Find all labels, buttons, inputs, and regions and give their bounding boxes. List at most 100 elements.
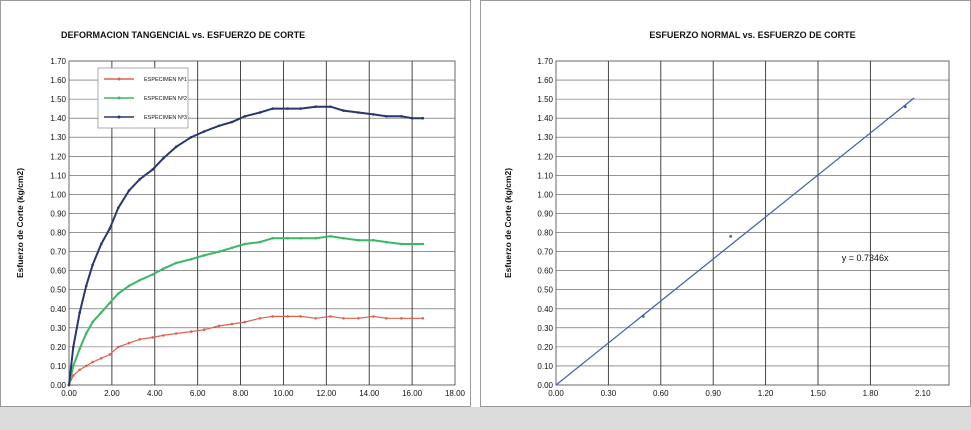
x-tick-label: 1.50 (810, 389, 826, 398)
x-tick-label: 1.80 (863, 389, 879, 398)
y-tick-label: 1.50 (50, 95, 66, 104)
data-point (151, 168, 154, 171)
data-point (421, 317, 425, 320)
data-point (243, 115, 247, 118)
y-tick-label: 1.40 (50, 114, 66, 123)
data-point (217, 124, 221, 128)
data-point (84, 332, 88, 335)
data-point (329, 315, 332, 318)
data-point (174, 145, 178, 149)
trendline-equation: y = 0.7346x (842, 253, 889, 263)
data-point (117, 292, 120, 295)
data-point (410, 242, 414, 246)
data-point (903, 105, 907, 109)
data-point (641, 314, 645, 318)
y-tick-label: 1.30 (537, 133, 553, 142)
data-point (99, 242, 103, 246)
y-tick-label: 0.20 (537, 343, 553, 352)
data-point (372, 315, 375, 318)
data-point (372, 113, 375, 116)
data-point (314, 105, 317, 108)
data-point (189, 257, 193, 261)
data-point (385, 240, 388, 244)
data-point (138, 278, 142, 282)
normal-stress-chart: ESFUERZO NORMAL vs. ESFUERZO DE CORTE 0.0… (503, 30, 950, 417)
data-point (138, 177, 142, 181)
data-point (271, 315, 275, 318)
x-tick-label: 10.00 (273, 389, 294, 398)
data-point (84, 364, 88, 368)
x-tick-label: 4.00 (147, 389, 163, 398)
data-point (243, 242, 247, 246)
y-tick-label: 0.00 (50, 381, 66, 390)
data-point (202, 130, 206, 133)
x-tick-label: 6.00 (190, 389, 206, 398)
data-point (286, 107, 290, 110)
data-point (189, 135, 193, 139)
data-point (271, 107, 275, 110)
x-tick-label: 16.00 (402, 389, 423, 398)
data-point (410, 317, 414, 320)
data-point (230, 120, 234, 124)
data-point (202, 328, 206, 332)
x-tick-label: 0.30 (601, 389, 617, 398)
y-tick-label: 1.60 (537, 76, 553, 85)
data-point (78, 368, 81, 372)
data-point (400, 115, 403, 118)
data-point (72, 345, 75, 349)
legend-marker (117, 96, 121, 100)
y-tick-label: 0.30 (50, 324, 66, 333)
data-point (127, 189, 131, 192)
data-point (342, 109, 345, 112)
data-point (329, 105, 332, 108)
data-point (117, 345, 120, 349)
y-tick-label: 1.00 (537, 190, 553, 199)
shear-strain-chart-panel: DEFORMACION TANGENCIAL vs. ESFUERZO DE C… (0, 0, 471, 417)
data-point (91, 320, 94, 324)
y-tick-label: 1.00 (50, 190, 66, 199)
data-point (286, 236, 290, 240)
x-tick-label: 2.00 (104, 389, 120, 398)
legend-entry: ESPECIMEN Nº1 (144, 76, 187, 83)
data-point (410, 116, 414, 120)
legend-entry: ESPECIMEN Nº2 (144, 95, 187, 102)
data-point (342, 236, 345, 240)
data-point (162, 267, 165, 271)
y-tick-label: 0.70 (537, 248, 553, 257)
data-point (72, 374, 75, 377)
y-tick-label: 1.20 (50, 152, 66, 161)
data-point (329, 235, 332, 238)
x-tick-label: 0.60 (653, 389, 669, 398)
x-tick-label: 8.00 (233, 389, 249, 398)
data-point (421, 242, 425, 246)
y-tick-label: 1.10 (537, 171, 553, 180)
chart-title: ESFUERZO NORMAL vs. ESFUERZO DE CORTE (649, 30, 855, 40)
data-point (127, 341, 131, 345)
plot-area (555, 60, 950, 386)
data-point (174, 332, 178, 335)
data-point (108, 353, 111, 356)
data-point (138, 338, 142, 341)
x-tick-label: 14.00 (359, 389, 380, 398)
y-tick-label: 0.40 (537, 305, 553, 314)
data-point (151, 273, 154, 276)
data-point (400, 242, 403, 246)
data-point (99, 311, 103, 314)
y-tick-label: 1.10 (50, 171, 66, 180)
data-point (230, 322, 234, 326)
y-tick-label: 0.10 (50, 362, 66, 371)
y-tick-label: 0.50 (537, 286, 553, 295)
y-tick-label: 0.40 (50, 305, 66, 314)
y-tick-label: 0.80 (537, 229, 553, 238)
y-tick-label: 0.50 (50, 286, 66, 295)
data-point (108, 227, 111, 230)
chart-title: DEFORMACION TANGENCIAL vs. ESFUERZO DE C… (61, 30, 305, 40)
y-tick-label: 1.40 (537, 114, 553, 123)
data-point (202, 254, 206, 257)
y-tick-label: 1.30 (50, 133, 66, 142)
data-point (271, 236, 275, 240)
data-point (299, 107, 302, 110)
data-point (189, 330, 193, 333)
data-point (314, 236, 317, 240)
data-point (372, 238, 375, 242)
